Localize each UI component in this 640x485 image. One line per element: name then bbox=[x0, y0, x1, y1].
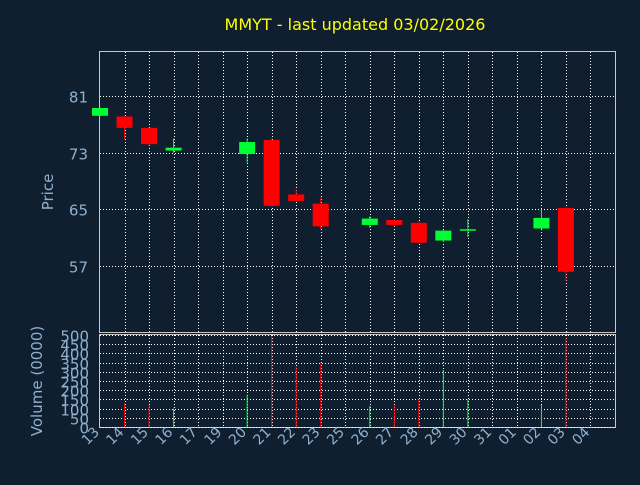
candle-body bbox=[410, 222, 427, 243]
volume-y-tick-label: 350 bbox=[60, 356, 89, 374]
candle-body bbox=[116, 116, 133, 128]
price-grid bbox=[100, 52, 615, 332]
candle-body bbox=[312, 203, 329, 227]
candle-body bbox=[165, 147, 182, 151]
x-tick-label: 27 bbox=[373, 425, 397, 449]
x-tick-label: 22 bbox=[275, 425, 299, 449]
candle-body bbox=[263, 139, 280, 206]
x-tick-label: 17 bbox=[177, 425, 201, 449]
price-y-tick-label: 81 bbox=[69, 89, 88, 107]
x-tick-label: 02 bbox=[520, 425, 544, 449]
candle-body bbox=[459, 229, 476, 231]
price-y-tick-label: 73 bbox=[69, 146, 88, 164]
candle-body bbox=[533, 217, 550, 229]
x-tick-label: 28 bbox=[398, 425, 422, 449]
x-tick-label: 03 bbox=[545, 425, 569, 449]
price-panel: 57 65 73 81 Price bbox=[39, 51, 616, 333]
volume-y-tick-label: 400 bbox=[60, 346, 89, 364]
x-tick-label: 15 bbox=[128, 425, 152, 449]
candle-body bbox=[141, 127, 158, 145]
volume-axis-label: Volume (0000) bbox=[28, 326, 46, 436]
volume-y-tick-label: 50 bbox=[70, 411, 89, 429]
x-tick-label: 25 bbox=[324, 425, 348, 449]
x-tick-label: 19 bbox=[202, 425, 226, 449]
volume-plot-frame bbox=[99, 334, 616, 428]
x-tick-label: 01 bbox=[496, 425, 520, 449]
volume-y-tick-label: 300 bbox=[60, 365, 89, 383]
x-tick-label: 16 bbox=[152, 424, 176, 448]
volume-y-tick-label: 250 bbox=[60, 374, 89, 392]
candle-body bbox=[239, 142, 256, 155]
x-tick-label: 20 bbox=[226, 425, 250, 449]
x-tick-label: 26 bbox=[349, 424, 373, 448]
candles bbox=[92, 107, 574, 281]
volume-bars bbox=[124, 335, 567, 427]
x-tick-label: 29 bbox=[422, 425, 446, 449]
candle-body bbox=[386, 220, 403, 225]
volume-y-tick-label: 150 bbox=[60, 392, 89, 410]
candle-body bbox=[92, 108, 108, 116]
price-axis-label: Price bbox=[39, 174, 57, 211]
x-tick-label: 30 bbox=[447, 425, 471, 449]
candle-body bbox=[288, 194, 305, 201]
x-tick-label: 23 bbox=[300, 425, 324, 449]
chart-title: MMYT - last updated 03/02/2026 bbox=[225, 15, 486, 34]
price-plot-frame bbox=[99, 51, 616, 333]
x-tick-label: 21 bbox=[251, 425, 275, 449]
x-tick-label: 14 bbox=[103, 424, 127, 448]
price-y-tick-label: 57 bbox=[69, 259, 88, 277]
volume-y-tick-label: 0 bbox=[79, 420, 89, 438]
x-axis-label: Day bbox=[333, 459, 361, 475]
volume-y-tick-label: 500 bbox=[60, 328, 89, 346]
x-tick-labels: 13 14 15 16 17 19 20 21 22 23 25 26 27 28 29 30 31 01 02 03… bbox=[79, 424, 593, 448]
candle-body bbox=[557, 207, 574, 272]
volume-y-tick-label: 200 bbox=[60, 383, 89, 401]
x-tick-label: 31 bbox=[471, 425, 495, 449]
volume-y-tick-label: 100 bbox=[60, 402, 89, 420]
price-y-tick-labels: 57 65 73 81 bbox=[69, 89, 88, 277]
x-tick-label: 04 bbox=[569, 424, 593, 448]
candle-body bbox=[435, 230, 452, 241]
volume-grid bbox=[100, 335, 615, 428]
volume-y-tick-label: 450 bbox=[60, 337, 89, 355]
candle-body bbox=[361, 218, 378, 225]
price-y-tick-label: 65 bbox=[69, 202, 88, 220]
